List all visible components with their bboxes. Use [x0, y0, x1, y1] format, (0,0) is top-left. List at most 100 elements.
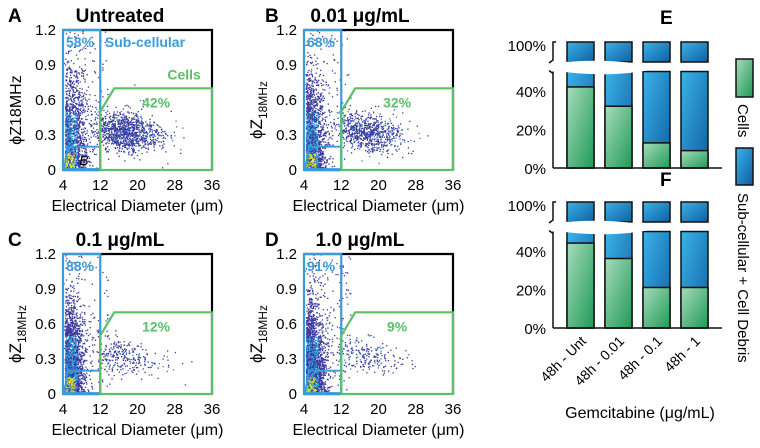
scatter-point: [65, 145, 68, 147]
scatter-point: [162, 147, 164, 149]
scatter-point: [131, 154, 133, 156]
scatter-point: [69, 112, 71, 114]
scatter-point: [69, 154, 71, 156]
scatter-point: [113, 127, 115, 129]
scatter-point: [91, 132, 94, 134]
scatter-point: [389, 135, 391, 137]
scatter-point: [66, 124, 69, 127]
scatter-point: [67, 82, 69, 84]
scatter-point: [76, 89, 78, 91]
scatter-point: [347, 118, 349, 120]
scatter-point: [313, 148, 315, 150]
scatter-point: [131, 112, 133, 114]
scatter-point: [345, 120, 347, 122]
scatter-point: [145, 139, 147, 141]
scatter-point: [108, 125, 110, 128]
scatter-point: [342, 102, 344, 104]
scatter-point: [85, 139, 87, 142]
scatter-point: [66, 123, 68, 125]
scatter-point: [87, 108, 89, 110]
scatter-point: [158, 132, 160, 134]
scatter-point: [400, 143, 402, 145]
scatter-point: [326, 131, 328, 133]
scatter-point: [124, 105, 126, 107]
scatter-point: [347, 125, 350, 127]
scatter-point: [123, 121, 125, 123]
scatter-point: [119, 111, 121, 114]
scatter-point: [311, 57, 313, 59]
scatter-point: [139, 159, 141, 161]
scatter-point: [65, 75, 67, 77]
scatter-point: [79, 150, 81, 152]
scatter-point: [132, 142, 135, 144]
scatter-point: [142, 100, 144, 102]
scatter-point: [132, 126, 134, 129]
scatter-point: [135, 118, 137, 120]
scatter-point: [132, 133, 134, 136]
scatter-point: [135, 138, 138, 140]
scatter-point: [366, 143, 368, 145]
scatter-point: [73, 132, 76, 135]
scatter-point: [315, 126, 317, 128]
scatter-point: [65, 79, 67, 81]
scatter-point: [380, 118, 382, 120]
scatter-point: [315, 88, 317, 90]
scatter-point: [65, 120, 68, 122]
scatter-point: [365, 134, 367, 136]
y-tick-label: 0.9: [35, 57, 56, 74]
scatter-point: [66, 108, 68, 110]
scatter-point: [316, 142, 319, 144]
scatter-point: [66, 79, 68, 81]
scatter-point: [102, 96, 104, 98]
scatter-point: [68, 153, 70, 155]
scatter-point: [370, 126, 372, 128]
scatter-point: [318, 141, 320, 143]
scatter-point: [67, 60, 69, 62]
scatter-point: [310, 103, 313, 105]
scatter-point: [411, 153, 413, 155]
scatter-point: [68, 36, 70, 38]
scatter-point: [113, 116, 115, 118]
scatter-point: [115, 114, 117, 116]
scatter-point: [373, 144, 375, 146]
scatter-point: [69, 161, 71, 163]
scatter-point: [391, 137, 393, 140]
scatter-point: [324, 89, 326, 91]
scatter-point: [306, 79, 308, 81]
scatter-point: [108, 136, 110, 138]
scatter-point: [380, 139, 382, 141]
scatter-point: [336, 111, 338, 114]
scatter-point: [155, 131, 158, 133]
scatter-point: [92, 148, 94, 151]
scatter-point: [73, 163, 75, 165]
scatter-point: [348, 130, 350, 132]
scatter-point: [365, 128, 368, 130]
scatter-point: [78, 129, 80, 131]
scatter-point: [362, 143, 364, 145]
scatter-point: [85, 118, 87, 120]
scatter-point: [149, 134, 151, 136]
panel-title: Untreated: [76, 6, 165, 27]
scatter-point: [319, 147, 321, 149]
scatter-point: [91, 124, 93, 126]
scatter-point: [69, 164, 71, 166]
scatter-point: [142, 138, 144, 140]
scatter-point: [78, 91, 81, 93]
scatter-point: [349, 116, 351, 118]
scatter-point: [381, 143, 383, 145]
scatter-point: [123, 119, 125, 121]
scatter-point: [309, 97, 312, 99]
scatter-point: [75, 121, 77, 123]
scatter-point: [71, 130, 73, 132]
scatter-point: [88, 98, 90, 100]
scatter-point: [351, 126, 353, 128]
scatter-point: [370, 117, 372, 119]
scatter-point: [105, 128, 107, 130]
scatter-point: [138, 127, 140, 129]
scatter-point: [366, 138, 369, 140]
scatter-point: [387, 130, 390, 132]
scatter-point: [319, 160, 321, 162]
scatter-point: [381, 115, 383, 118]
scatter-point: [317, 84, 320, 86]
scatter-point: [361, 124, 363, 126]
